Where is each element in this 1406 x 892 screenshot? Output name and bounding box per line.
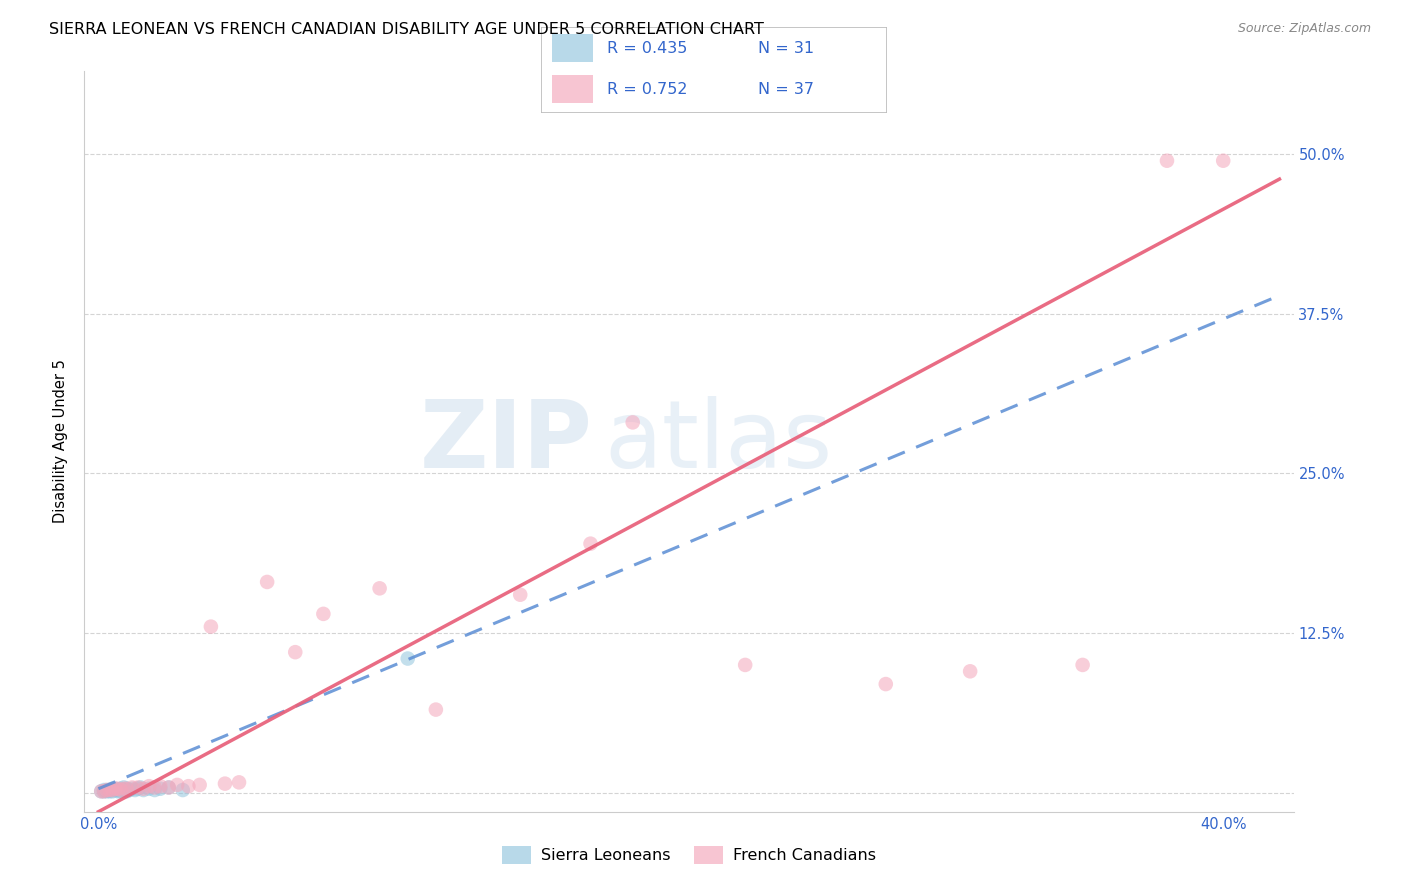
Point bbox=[96, 784, 118, 798]
Point bbox=[110, 781, 132, 796]
Point bbox=[143, 783, 166, 797]
Point bbox=[875, 677, 897, 691]
Point bbox=[107, 783, 129, 797]
Point bbox=[98, 784, 121, 798]
Point bbox=[112, 783, 135, 797]
Point bbox=[110, 783, 132, 797]
Point bbox=[127, 780, 149, 795]
Point bbox=[132, 783, 155, 797]
Text: R = 0.752: R = 0.752 bbox=[607, 81, 688, 96]
Point bbox=[127, 781, 149, 796]
Point bbox=[312, 607, 335, 621]
Point bbox=[284, 645, 307, 659]
Point bbox=[157, 780, 180, 795]
Point bbox=[734, 657, 756, 672]
Point bbox=[93, 783, 115, 797]
Point bbox=[621, 416, 644, 430]
Point bbox=[368, 582, 391, 596]
Point bbox=[112, 780, 135, 795]
Point bbox=[166, 778, 188, 792]
Point bbox=[96, 783, 118, 797]
Point bbox=[1071, 657, 1094, 672]
Text: ZIP: ZIP bbox=[419, 395, 592, 488]
Text: N = 37: N = 37 bbox=[758, 81, 814, 96]
Point bbox=[90, 784, 112, 798]
Point bbox=[104, 781, 127, 796]
Point bbox=[132, 781, 155, 796]
Point bbox=[112, 781, 135, 796]
Point bbox=[138, 779, 160, 793]
Point bbox=[104, 781, 127, 796]
Point bbox=[121, 780, 143, 795]
Point bbox=[96, 783, 118, 797]
Point bbox=[98, 783, 121, 797]
Point bbox=[172, 783, 194, 797]
Point bbox=[228, 775, 250, 789]
Point bbox=[93, 784, 115, 798]
Text: SIERRA LEONEAN VS FRENCH CANADIAN DISABILITY AGE UNDER 5 CORRELATION CHART: SIERRA LEONEAN VS FRENCH CANADIAN DISABI… bbox=[49, 22, 763, 37]
Point bbox=[1156, 153, 1178, 168]
Text: N = 31: N = 31 bbox=[758, 41, 814, 56]
Point bbox=[101, 783, 124, 797]
Text: Source: ZipAtlas.com: Source: ZipAtlas.com bbox=[1237, 22, 1371, 36]
Point bbox=[425, 703, 447, 717]
Point bbox=[118, 783, 141, 797]
FancyBboxPatch shape bbox=[551, 75, 593, 103]
Point bbox=[188, 778, 211, 792]
Point bbox=[149, 781, 172, 796]
Point bbox=[256, 574, 278, 589]
Point bbox=[396, 651, 419, 665]
Point bbox=[115, 781, 138, 796]
Point bbox=[509, 588, 531, 602]
Text: atlas: atlas bbox=[605, 395, 832, 488]
Point bbox=[107, 784, 129, 798]
Point bbox=[101, 781, 124, 796]
Point bbox=[107, 781, 129, 796]
Point bbox=[149, 779, 172, 793]
FancyBboxPatch shape bbox=[551, 35, 593, 62]
Text: R = 0.435: R = 0.435 bbox=[607, 41, 688, 56]
Point bbox=[101, 784, 124, 798]
Point bbox=[129, 780, 152, 795]
Point bbox=[214, 777, 236, 791]
Point bbox=[959, 665, 981, 679]
Point bbox=[104, 783, 127, 797]
Point bbox=[115, 781, 138, 796]
Point bbox=[138, 781, 160, 796]
Point bbox=[200, 619, 222, 633]
Y-axis label: Disability Age Under 5: Disability Age Under 5 bbox=[53, 359, 69, 524]
Point bbox=[177, 779, 200, 793]
Point bbox=[90, 784, 112, 798]
Legend: Sierra Leoneans, French Canadians: Sierra Leoneans, French Canadians bbox=[496, 839, 882, 871]
Point bbox=[110, 784, 132, 798]
Point bbox=[579, 536, 602, 550]
Point bbox=[143, 780, 166, 795]
Point bbox=[157, 780, 180, 795]
Point bbox=[1212, 153, 1234, 168]
Point bbox=[124, 783, 146, 797]
Point bbox=[98, 783, 121, 797]
Point bbox=[121, 781, 143, 796]
Point bbox=[93, 784, 115, 798]
Point bbox=[115, 784, 138, 798]
